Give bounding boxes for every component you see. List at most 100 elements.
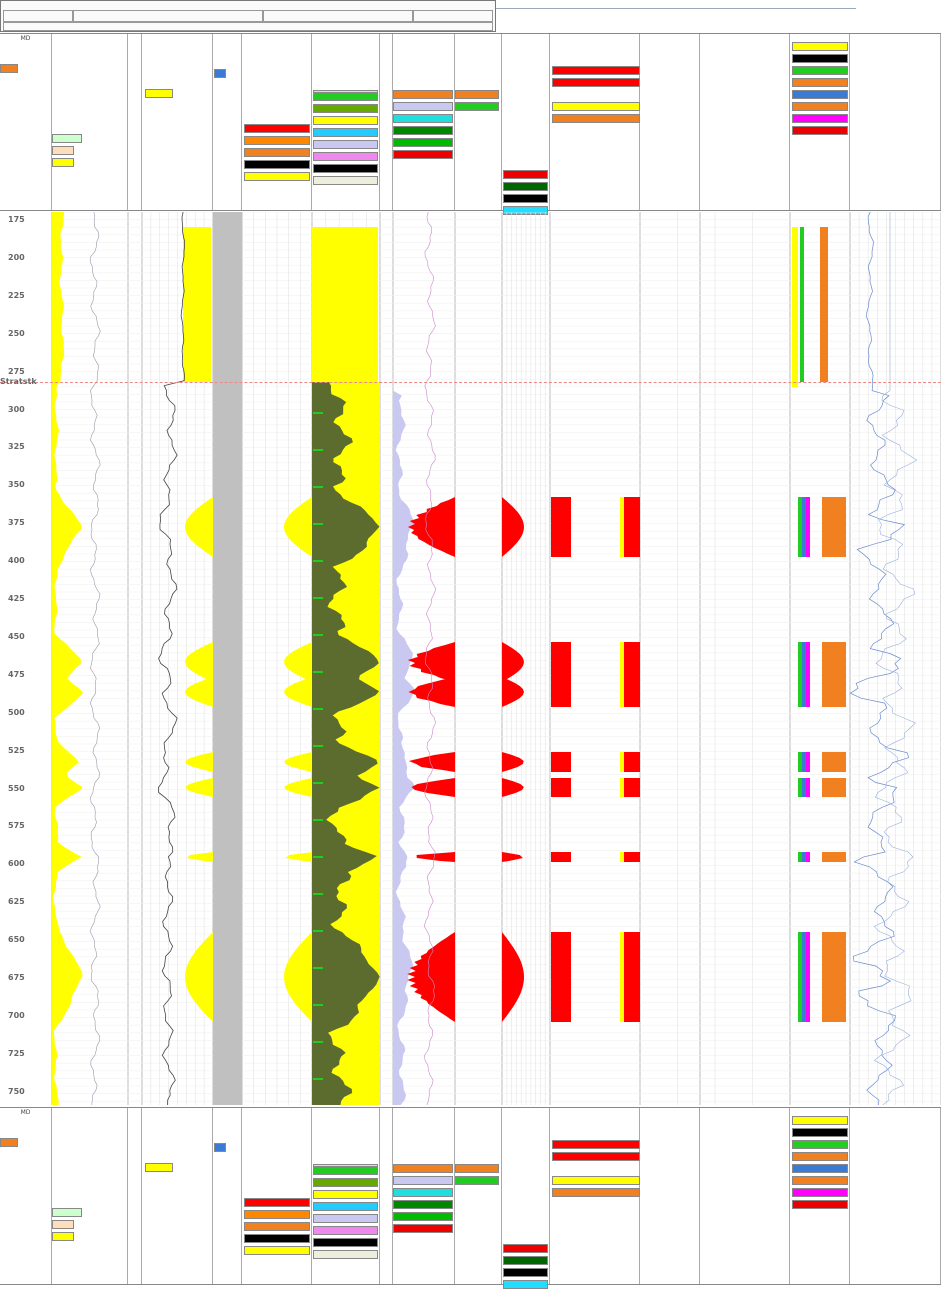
- marker-tick: [313, 967, 323, 969]
- legend-swatch: [792, 1188, 848, 1197]
- track-title-14: [790, 34, 849, 35]
- pay-fill: [502, 642, 524, 682]
- depth-tick-label: 725: [8, 1048, 25, 1058]
- stratigraphic-marker-line: [0, 382, 941, 383]
- legend-swatch: [145, 89, 173, 98]
- legend-swatch: [313, 164, 378, 173]
- track-header-8: [393, 34, 455, 210]
- pay-fill: [408, 677, 455, 707]
- track-title-8: [393, 34, 454, 35]
- track-header-14: [790, 1108, 850, 1284]
- track-title-6: [312, 1108, 379, 1109]
- pay-flag: [551, 677, 571, 707]
- marker-tick: [313, 560, 323, 562]
- sand-lobe: [284, 497, 312, 557]
- legend-swatch: [552, 66, 640, 75]
- marker-tick: [313, 486, 323, 488]
- legend-swatch: [393, 114, 453, 123]
- strat-marker-label: Stratstk: [0, 377, 37, 386]
- legend-swatch: [792, 1152, 848, 1161]
- depth-tick-label: 750: [8, 1086, 25, 1096]
- log-header-box: [0, 0, 496, 32]
- sand-flag: [185, 752, 213, 772]
- depth-tick-label: 325: [8, 442, 25, 452]
- pay-fill: [502, 852, 523, 862]
- facies-bar: [798, 497, 802, 557]
- facies-bar: [806, 497, 810, 557]
- facies-bar: [798, 932, 802, 1022]
- legend-swatch: [244, 1198, 310, 1207]
- depth-tick-label: 575: [8, 821, 25, 831]
- sand-flag: [620, 852, 624, 862]
- depth-tick-label: 375: [8, 518, 25, 528]
- legend-swatch: [393, 1188, 453, 1197]
- track-header-15: [850, 34, 941, 210]
- legend-swatch: [52, 158, 74, 167]
- track-title-3: [142, 1108, 212, 1109]
- legend-swatch: [455, 1176, 499, 1185]
- track-header-2: [128, 1108, 142, 1284]
- track-header-4: [213, 34, 242, 210]
- legend-swatch: [313, 116, 378, 125]
- pay-fill: [408, 497, 455, 557]
- marker-tick: [313, 930, 323, 932]
- pay-flag: [620, 677, 640, 707]
- pay-flag: [551, 752, 571, 772]
- track-header-4: [213, 1108, 242, 1284]
- marker-tick: [313, 1004, 323, 1006]
- facies-bar: [806, 752, 810, 772]
- legend-swatch: [393, 90, 453, 99]
- marker-tick: [313, 708, 323, 710]
- track-header-2: [128, 34, 142, 210]
- marker-tick: [313, 597, 323, 599]
- marker-tick: [313, 893, 323, 895]
- depth-tick-label: 625: [8, 897, 25, 907]
- depth-tick-label: 425: [8, 594, 25, 603]
- well-name-cell: [3, 10, 73, 22]
- track-title-13: [700, 1108, 789, 1109]
- facies-bar: [802, 752, 806, 772]
- depth-tick-label: 675: [8, 973, 25, 982]
- track-title-5: [242, 1108, 311, 1109]
- porosity-fill: [393, 212, 416, 1105]
- track-header-7: [380, 34, 393, 210]
- legend-swatch: [313, 1214, 378, 1223]
- legend-swatch: [552, 114, 640, 123]
- track-header-5: [242, 1108, 312, 1284]
- facies-bar: [822, 497, 846, 557]
- depth-tick-label: 475: [8, 669, 25, 679]
- legend-swatch: [313, 1166, 378, 1175]
- facies-bar: [802, 677, 806, 707]
- facies-bar: [802, 932, 806, 1022]
- depth-tick-label: 650: [8, 935, 25, 945]
- legend-swatch: [503, 182, 548, 191]
- legend-swatch: [244, 1210, 310, 1219]
- lithology-sand: [312, 227, 378, 382]
- marker-tick: [313, 745, 323, 747]
- field-cell: [73, 10, 263, 22]
- log-tracks: [0, 211, 941, 1106]
- legend-swatch: [313, 92, 378, 101]
- legend-swatch: [52, 1208, 82, 1217]
- pay-flag: [551, 932, 571, 1022]
- sand-flag: [185, 778, 213, 797]
- legend-swatch: [52, 146, 74, 155]
- legend-swatch: [792, 102, 848, 111]
- facies-bar: [822, 852, 846, 862]
- legend-swatch: [0, 1138, 18, 1147]
- legend-swatch: [393, 102, 453, 111]
- gamma-fill: [52, 212, 84, 1105]
- legend-swatch: [503, 170, 548, 179]
- track-title-11: [550, 34, 639, 35]
- marker-tick: [313, 412, 323, 414]
- depth-tick-label: 175: [8, 215, 25, 224]
- legend-swatch: [244, 160, 310, 169]
- sand-flag: [185, 497, 213, 557]
- marker-tick: [313, 449, 323, 451]
- scale-cell: [413, 10, 493, 22]
- legend-swatch: [313, 140, 378, 149]
- legend-swatch: [214, 1143, 226, 1152]
- pay-fill: [411, 778, 455, 797]
- sand-flag: [185, 642, 213, 682]
- legend-swatch: [792, 90, 848, 99]
